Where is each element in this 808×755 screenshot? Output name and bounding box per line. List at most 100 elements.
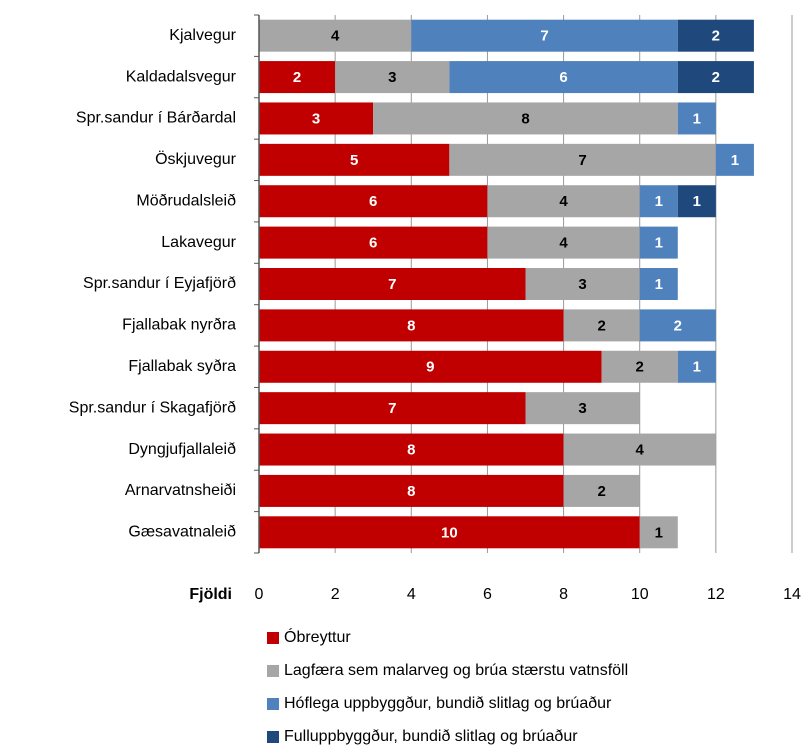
x-tick-label: 12 — [707, 586, 725, 603]
value-label: 8 — [521, 110, 529, 127]
bar-segment — [639, 268, 678, 300]
value-label: 1 — [655, 235, 663, 252]
value-label: 10 — [441, 524, 458, 541]
value-label: 8 — [407, 483, 415, 500]
x-tick-label: 0 — [255, 586, 264, 603]
bar-segment — [373, 102, 678, 135]
bar-segment — [525, 392, 640, 425]
bar-segment — [259, 474, 564, 507]
value-label: 9 — [426, 359, 434, 376]
value-label: 7 — [540, 28, 548, 45]
legend-label: Óbreyttur — [284, 627, 351, 646]
value-label: 8 — [407, 317, 415, 334]
value-label: 7 — [388, 400, 396, 417]
value-label: 4 — [636, 442, 645, 459]
bar-segment — [677, 61, 754, 94]
bar-segment — [563, 309, 640, 342]
bar-segment — [259, 268, 526, 300]
bar-segment — [449, 143, 716, 176]
value-label: 1 — [693, 110, 701, 127]
y-tick-label: Fjallabak syðra — [128, 358, 236, 375]
value-label: 6 — [369, 235, 377, 252]
value-label: 3 — [312, 110, 320, 127]
bar-segment — [639, 185, 678, 218]
value-label: 3 — [578, 400, 586, 417]
bar-segment — [677, 102, 716, 135]
value-label: 4 — [331, 28, 340, 45]
bar-segment — [449, 61, 678, 94]
x-axis-label: Fjöldi — [189, 586, 232, 603]
bar-segment — [639, 226, 678, 259]
value-label: 3 — [388, 69, 396, 86]
bar-segment — [487, 185, 640, 218]
bar-segment — [259, 433, 564, 466]
legend-label: Fulluppbyggður, bundið slitlag og brúaðu… — [284, 728, 578, 745]
bar-segment — [259, 309, 564, 342]
value-label: 1 — [655, 524, 663, 541]
y-tick-label: Dyngjufjallaleið — [128, 441, 236, 458]
y-tick-label: Arnarvatnsheiði — [125, 482, 236, 499]
bar-segment — [335, 61, 450, 94]
y-tick-label: Spr.sandur í Skagafjörð — [69, 399, 236, 416]
value-label: 2 — [712, 28, 720, 45]
value-label: 2 — [293, 69, 301, 86]
value-label: 1 — [731, 152, 739, 169]
value-label: 1 — [655, 193, 663, 210]
value-label: 1 — [655, 276, 663, 293]
y-tick-label: Kaldadalsvegur — [126, 68, 237, 85]
bar-segment — [601, 350, 678, 383]
y-tick-label: Möðrudalsleið — [136, 192, 236, 209]
x-tick-label: 2 — [331, 586, 340, 603]
value-label: 6 — [369, 193, 377, 210]
value-label: 6 — [559, 69, 567, 86]
y-tick-label: Kjalvegur — [169, 27, 236, 44]
x-tick-label: 14 — [783, 586, 801, 603]
y-tick-label: Öskjuvegur — [155, 150, 237, 168]
value-label: 2 — [636, 359, 644, 376]
bar-segment — [411, 19, 678, 52]
bar-segment — [259, 61, 336, 94]
legend-swatch — [267, 731, 279, 743]
legend-swatch — [267, 632, 279, 644]
value-label: 2 — [674, 317, 682, 334]
bar-segment — [259, 516, 640, 549]
y-tick-label: Spr.sandur í Eyjafjörð — [83, 275, 236, 292]
value-label: 4 — [559, 235, 568, 252]
value-label: 1 — [693, 359, 701, 376]
bar-segment — [525, 268, 640, 300]
value-label: 2 — [597, 317, 605, 334]
bar-segment — [563, 474, 640, 507]
bar-segment — [259, 350, 602, 383]
bar-segment — [639, 309, 716, 342]
legend-label: Hóflega uppbyggður, bundið slitlag og br… — [284, 695, 612, 712]
bar-segment — [715, 143, 754, 176]
value-label: 2 — [712, 69, 720, 86]
bar-segment — [259, 19, 412, 52]
bar-segment — [259, 143, 450, 176]
legend-swatch — [267, 665, 279, 677]
value-label: 1 — [693, 193, 701, 210]
value-label: 5 — [350, 152, 358, 169]
bar-segment — [259, 102, 374, 135]
legend-label: Lagfæra sem malarveg og brúa stærstu vat… — [284, 662, 628, 679]
value-label: 7 — [388, 276, 396, 293]
x-tick-label: 8 — [559, 586, 568, 603]
value-label: 7 — [578, 152, 586, 169]
y-tick-label: Gæsavatnaleið — [128, 524, 236, 541]
bar-segment — [259, 226, 488, 259]
y-tick-label: Lakavegur — [161, 234, 236, 251]
x-tick-label: 10 — [631, 586, 649, 603]
bar-segment — [563, 433, 716, 466]
value-label: 8 — [407, 442, 415, 459]
x-tick-label: 6 — [483, 586, 492, 603]
bar-segment — [487, 226, 640, 259]
legend-swatch — [267, 698, 279, 710]
bar-segment — [677, 185, 716, 218]
y-tick-label: Spr.sandur í Bárðardal — [76, 110, 236, 127]
bar-segment — [259, 392, 526, 425]
value-label: 4 — [559, 193, 568, 210]
bar-segment — [639, 516, 678, 549]
value-label: 2 — [597, 483, 605, 500]
bar-segment — [259, 185, 488, 218]
